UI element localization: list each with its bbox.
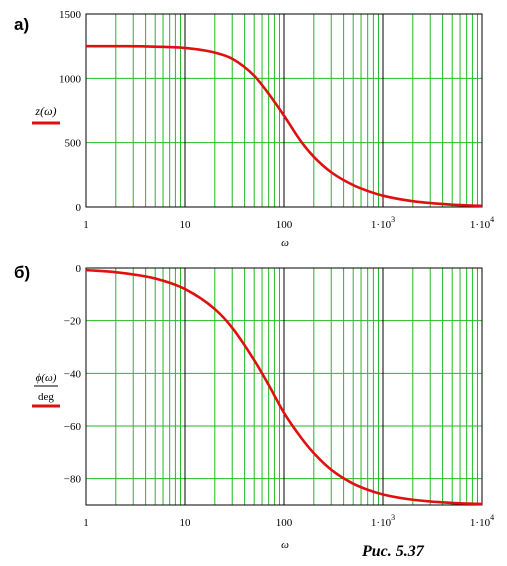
panel-a-x-tick-label: 1·103 — [371, 215, 395, 231]
panel-b-y-axis-label-numerator: ϕ(ω) — [36, 372, 57, 384]
panel-b-y-tick-label: −20 — [64, 316, 82, 328]
panel-b-y-axis-label-denominator: deg — [38, 391, 54, 403]
panel-a-frame — [85, 13, 483, 208]
panel-b-series-line — [85, 268, 483, 506]
panel-a-x-tick-label: 100 — [276, 219, 293, 231]
panel-b-x-tick-label: 100 — [276, 517, 293, 529]
panel-b-y-tick-label: −60 — [64, 421, 82, 433]
panel-b-y-tick-label: −80 — [64, 474, 82, 486]
panel-a-series-line — [85, 44, 483, 208]
panel-a-y-tick-label: 1500 — [59, 9, 82, 21]
panel-b-y-tick-label: −40 — [64, 368, 82, 380]
panel-a-x-tick-label: 1·104 — [470, 215, 494, 231]
panel-a-y-tick-label: 0 — [76, 202, 82, 214]
panel-b-x-tick-label: 10 — [180, 517, 192, 529]
panel-a-x-tick-label: 1 — [83, 219, 89, 231]
panel-a-x-axis-label: ω — [281, 237, 289, 249]
panel-a-plot: 0 500 1000 1500 1 10 100 1·103 1·104 — [59, 9, 494, 231]
panel-a-y-axis-label: z(ω) — [34, 104, 56, 118]
panel-b-y-tick-label: 0 — [76, 263, 82, 275]
panel-b-x-tick-label: 1 — [83, 517, 89, 529]
figure-caption: Рис. 5.37 — [361, 543, 425, 560]
panel-a-x-tick-label: 10 — [180, 219, 192, 231]
panel-b-x-tick-label: 1·104 — [470, 513, 494, 529]
panel-b-x-tick-label: 1·103 — [371, 513, 395, 529]
panel-b-label: б) — [14, 263, 30, 282]
panel-b-plot: 0 −20 −40 −60 −80 1 10 100 1·103 1·104 — [64, 263, 494, 529]
panel-a-y-tick-label: 500 — [65, 138, 82, 150]
panel-b-frame — [85, 267, 483, 506]
panel-a-y-tick-label: 1000 — [59, 73, 82, 85]
panel-a-label: а) — [14, 15, 29, 34]
panel-b-x-axis-label: ω — [281, 539, 289, 551]
